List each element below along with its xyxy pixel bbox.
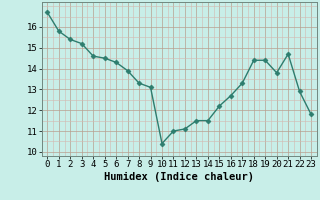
X-axis label: Humidex (Indice chaleur): Humidex (Indice chaleur): [104, 172, 254, 182]
